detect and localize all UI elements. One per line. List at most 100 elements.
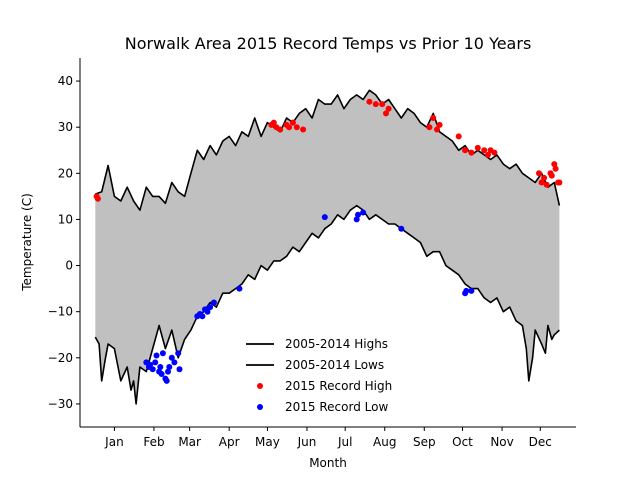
record-low-point	[360, 209, 367, 216]
record-high-point	[94, 195, 101, 202]
record-low-point	[199, 313, 206, 320]
y-axis-label: Temperature (C)	[20, 193, 34, 292]
record-high-point	[551, 161, 558, 168]
record-high-point	[366, 98, 373, 105]
record-high-point	[379, 101, 386, 108]
record-low-point	[166, 364, 173, 370]
record-high-point	[556, 179, 563, 186]
x-tick-label: Oct	[452, 435, 473, 449]
record-high-point	[485, 151, 491, 158]
band-fill-layer	[95, 90, 560, 404]
x-tick-label: Aug	[373, 435, 396, 449]
x-tick-label: Mar	[178, 435, 201, 449]
record-low-point	[175, 350, 182, 357]
x-tick-label: Nov	[490, 435, 513, 449]
record-high-point	[468, 149, 475, 156]
record-low-point	[171, 359, 178, 366]
record-low-point	[463, 287, 470, 294]
record-low-point	[353, 216, 360, 223]
record-high-point	[548, 172, 555, 179]
record-high-point	[538, 179, 545, 186]
record-high-point	[430, 115, 437, 121]
y-tick-label: −30	[48, 397, 73, 411]
x-tick-label: Apr	[219, 435, 240, 449]
legend: 2005-2014 Highs 2005-2014 Lows 2015 Record…	[246, 337, 392, 414]
y-tick-label: 40	[58, 74, 73, 88]
record-high-point	[300, 126, 307, 133]
record-low-point	[165, 368, 171, 375]
legend-label: 2015 Record Low	[285, 400, 388, 414]
highs-lows-band	[95, 90, 560, 404]
record-high-point	[491, 149, 498, 156]
x-tick-label: Sep	[413, 435, 436, 449]
record-high-point	[270, 119, 277, 126]
x-tick-label: Feb	[143, 435, 164, 449]
legend-entry-record-high: 2015 Record High	[257, 379, 392, 393]
record-low-point	[210, 299, 217, 306]
x-axis-label: Month	[309, 456, 347, 470]
record-low-point	[321, 214, 328, 221]
record-low-point	[207, 304, 214, 311]
record-high-point	[383, 110, 389, 117]
record-low-point	[149, 366, 156, 373]
record-high-point	[474, 144, 481, 151]
record-high-point	[455, 133, 462, 140]
record-low-point	[159, 350, 166, 357]
legend-marker-swatch	[257, 404, 263, 410]
x-tick-label: Jul	[337, 435, 352, 449]
x-tick-label: May	[255, 435, 280, 449]
record-high-point	[436, 121, 443, 128]
record-low-point	[153, 352, 160, 359]
record-low-point	[147, 361, 154, 368]
scatter-points-layer	[93, 98, 563, 384]
record-low-point	[355, 211, 361, 218]
record-low-point	[468, 287, 475, 294]
legend-entry-record-low: 2015 Record Low	[257, 400, 388, 414]
series-lines-layer	[94, 89, 561, 405]
legend-entry-lows: 2005-2014 Lows	[246, 358, 384, 372]
record-high-point	[481, 147, 488, 154]
record-high-point	[277, 126, 284, 133]
record-high-point	[286, 124, 293, 131]
x-tick-label: Dec	[529, 435, 552, 449]
record-high-point	[385, 105, 392, 112]
legend-marker-swatch	[257, 383, 263, 389]
x-ticks: Jan Feb Mar Apr May Jun Jul Aug Sep Oct Nov Dec	[104, 427, 552, 449]
record-low-point	[157, 364, 164, 370]
record-high-point	[434, 126, 440, 133]
record-low-point	[204, 308, 211, 315]
record-high-point	[289, 119, 296, 126]
legend-label: 2015 Record High	[285, 379, 392, 393]
y-tick-label: 20	[58, 166, 73, 180]
record-low-point	[168, 354, 175, 361]
record-low-point	[158, 371, 165, 377]
record-low-point	[236, 285, 243, 292]
highs-line	[95, 89, 561, 211]
legend-label: 2005-2014 Lows	[285, 358, 384, 372]
y-tick-label: 10	[58, 212, 73, 226]
chart-title: Norwalk Area 2015 Record Temps vs Prior …	[125, 34, 532, 53]
record-low-point	[398, 225, 405, 232]
legend-label: 2005-2014 Highs	[285, 337, 388, 351]
x-tick-label: Jun	[297, 435, 317, 449]
y-ticks: −30 −20 −10 0 10 20 30 40	[48, 74, 80, 411]
record-high-point	[543, 181, 550, 188]
record-low-point	[176, 366, 183, 373]
y-tick-label: 30	[58, 120, 73, 134]
legend-entry-highs: 2005-2014 Highs	[246, 337, 388, 351]
record-high-point	[293, 124, 300, 131]
y-tick-label: −20	[48, 351, 73, 365]
x-tick-label: Jan	[104, 435, 124, 449]
y-tick-label: 0	[65, 259, 73, 273]
lows-line	[94, 204, 560, 405]
record-high-point	[462, 147, 469, 154]
record-low-point	[152, 359, 159, 366]
record-high-point	[426, 124, 433, 131]
record-high-point	[552, 165, 559, 172]
record-high-point	[536, 170, 542, 177]
record-low-point	[163, 377, 170, 384]
record-high-point	[541, 174, 548, 181]
y-tick-label: −10	[48, 305, 73, 319]
record-high-point	[372, 101, 379, 108]
